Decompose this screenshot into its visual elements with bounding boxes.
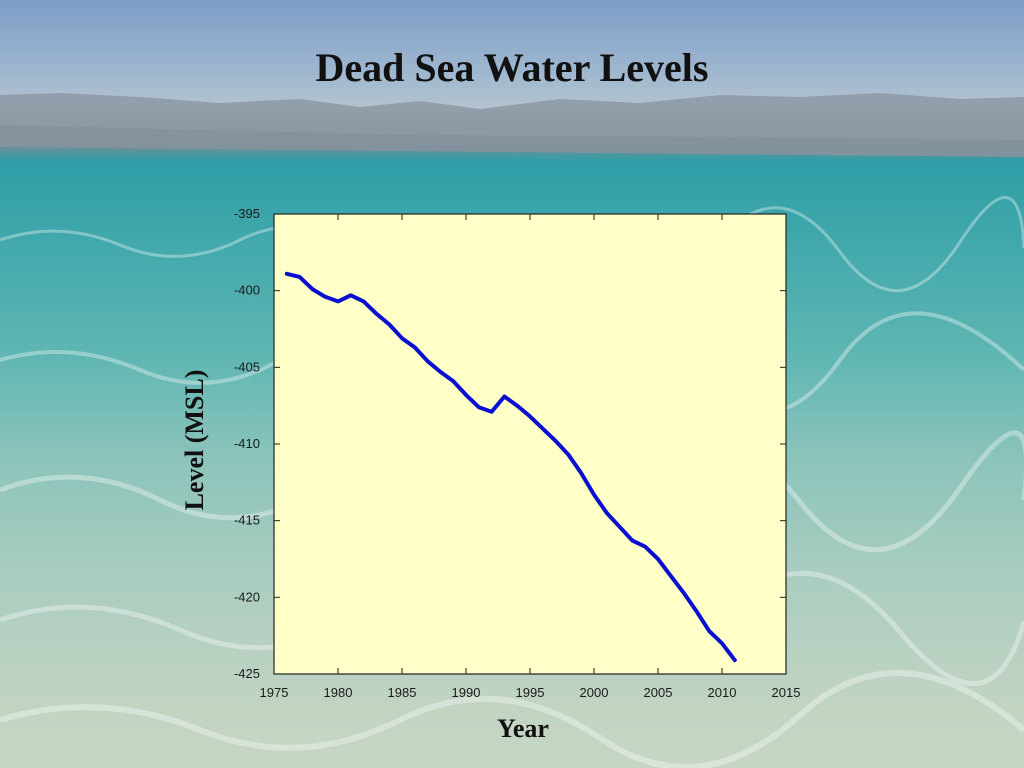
x-tick-label: 1985 xyxy=(388,685,417,700)
x-tick-label: 1990 xyxy=(452,685,481,700)
series-layer xyxy=(284,271,737,663)
y-tick-label: -400 xyxy=(234,283,260,298)
x-tick-label: 2010 xyxy=(708,685,737,700)
axes xyxy=(273,213,787,675)
x-tick-label: 1975 xyxy=(260,685,289,700)
x-tick-label: 2005 xyxy=(644,685,673,700)
y-tick-label: -420 xyxy=(234,589,260,604)
x-tick-label: 2000 xyxy=(580,685,609,700)
y-axis-title: Level (MSL) xyxy=(180,370,209,511)
y-tick-label: -425 xyxy=(234,666,260,681)
x-tick-label: 2015 xyxy=(772,685,801,700)
plot-area xyxy=(273,213,787,675)
y-tick-label: -395 xyxy=(234,206,260,221)
mountain-range-backdrop xyxy=(0,93,1024,157)
x-tick-label: 1980 xyxy=(324,685,353,700)
y-tick-labels: -395 -400 -405 -410 -415 -420 -425 xyxy=(234,206,260,681)
x-tick-labels: 1975 1980 1985 1990 1995 2000 2005 2010 2015 xyxy=(260,685,801,700)
y-tick-label: -410 xyxy=(234,436,260,451)
x-tick-label: 1995 xyxy=(516,685,545,700)
series-line-0 xyxy=(284,271,737,663)
y-tick-label: -405 xyxy=(234,359,260,374)
slide-title: Dead Sea Water Levels xyxy=(315,45,709,90)
x-axis-title: Year xyxy=(497,714,549,743)
y-tick-label: -415 xyxy=(234,513,260,528)
